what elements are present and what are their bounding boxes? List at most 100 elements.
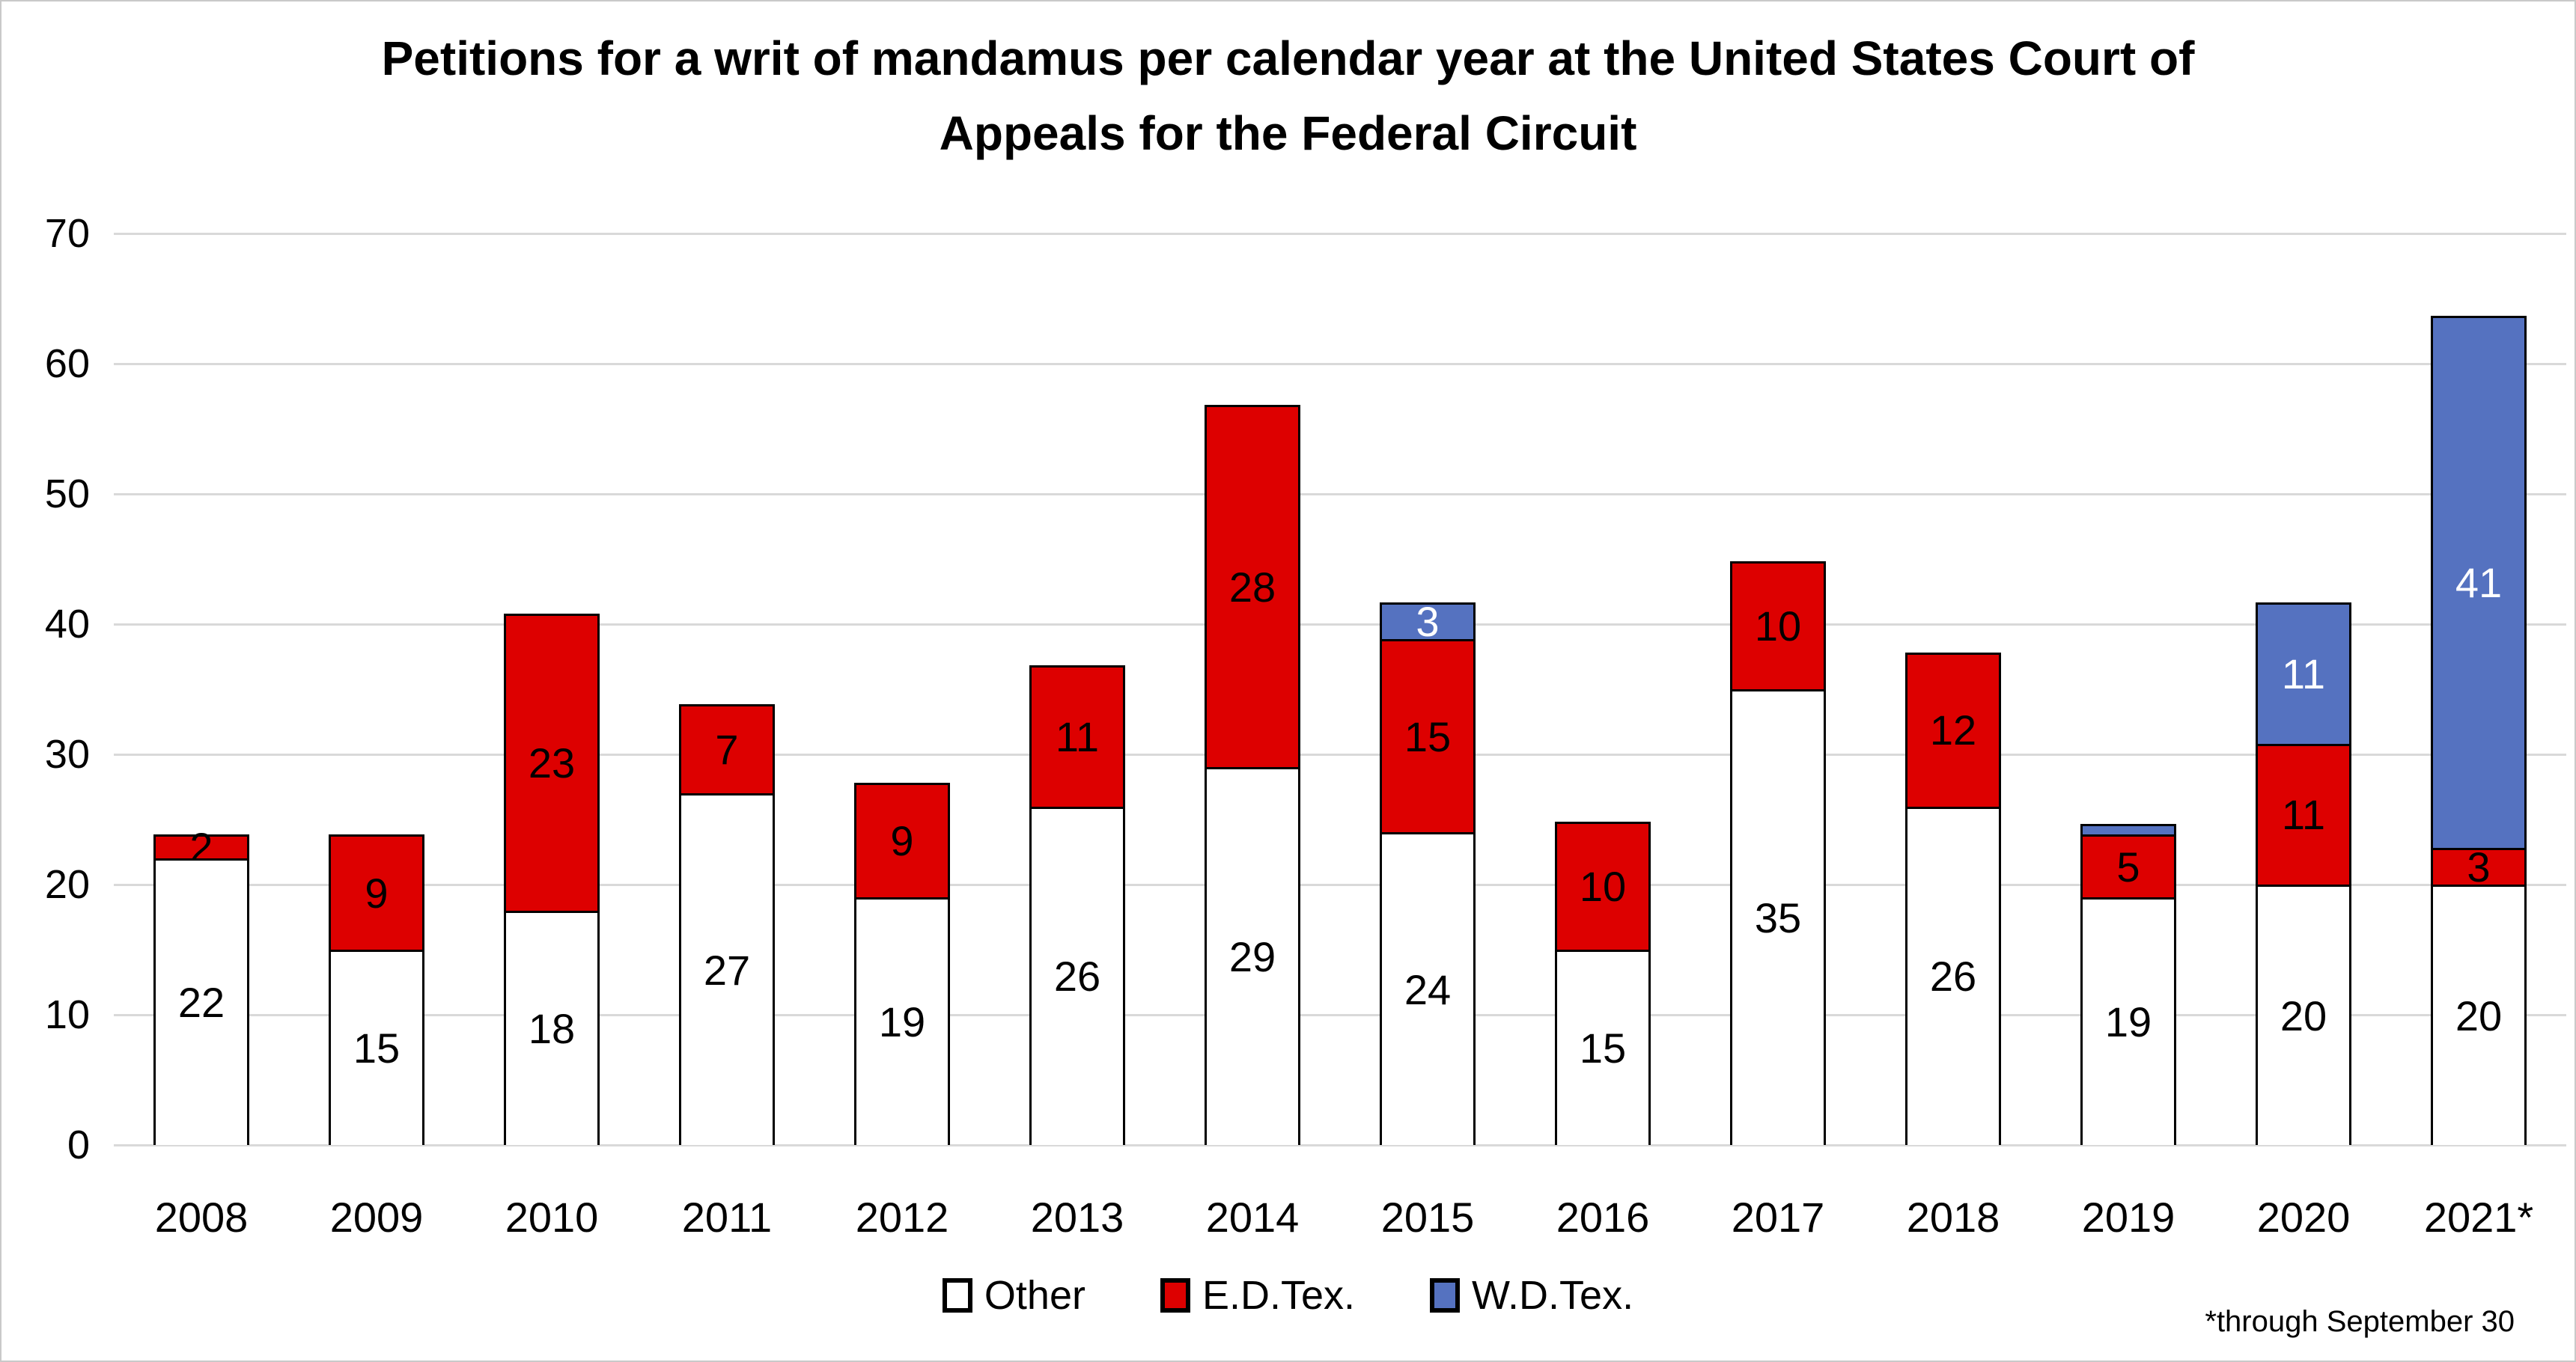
plot-area: 2 22 9 15 23 18 7 27 9 19 11 26 28 29 3 15 24 10 15 10 35 12 2…: [114, 232, 2566, 1146]
bar-segment-wdtex: 3: [1380, 601, 1476, 643]
bar-segment-edtex: 3: [2431, 846, 2527, 888]
y-tick-label-70: 70: [44, 211, 90, 256]
x-tick-label-2021: 2021*: [2423, 1194, 2534, 1241]
y-tick-label-60: 60: [44, 341, 90, 386]
bar-segment-other: 20: [2256, 885, 2351, 1145]
bar-segment-edtex: 5: [2080, 834, 2176, 900]
x-tick-label-2015: 2015: [1380, 1194, 1475, 1241]
x-tick-label-2012: 2012: [855, 1194, 949, 1241]
legend-swatch-edtex: [1160, 1278, 1190, 1313]
bar-segment-other: 27: [679, 793, 775, 1145]
x-tick-label-2011: 2011: [681, 1194, 773, 1241]
bar-stack-2016: 10 15: [1555, 822, 1651, 1145]
legend-item-edtex: E.D.Tex.: [1160, 1272, 1355, 1319]
bar-segment-edtex: 11: [1029, 665, 1125, 809]
legend-label-other: Other: [984, 1273, 1085, 1318]
x-tick-label-2019: 2019: [2081, 1194, 2175, 1241]
x-tick-label-2008: 2008: [154, 1194, 249, 1241]
bar-column-2009: 9 15: [289, 233, 464, 1145]
x-tick-label-2010: 2010: [505, 1194, 599, 1241]
bar-stack-2009: 9 15: [329, 834, 424, 1145]
x-tick-label-2014: 2014: [1205, 1194, 1300, 1241]
bar-stack-2014: 28 29: [1205, 405, 1300, 1145]
bar-segment-wdtex: 41: [2431, 316, 2527, 850]
bar-column-2021: 41 3 20: [2391, 233, 2566, 1145]
bar-column-2014: 28 29: [1165, 233, 1340, 1145]
bar-segment-other: 18: [504, 910, 600, 1145]
bar-column-2015: 3 15 24: [1340, 233, 1515, 1145]
y-tick-label-20: 20: [44, 862, 90, 907]
y-tick-label-0: 0: [67, 1123, 90, 1167]
bar-segment-other: 15: [329, 950, 424, 1145]
gridline-70: [114, 232, 2566, 235]
bar-segment-other: 26: [1905, 806, 2001, 1145]
bar-column-2018: 12 26: [1866, 233, 2041, 1145]
legend-swatch-other: [942, 1278, 972, 1313]
bar-column-2011: 7 27: [639, 233, 814, 1145]
bar-stack-2020: 11 11 20: [2256, 602, 2351, 1145]
legend-item-other: Other: [942, 1272, 1085, 1319]
bar-stack-2010: 23 18: [504, 613, 600, 1145]
bar-segment-edtex: 11: [2256, 743, 2351, 887]
gridline-20: [114, 883, 2566, 886]
bars: 2 22 9 15 23 18 7 27 9 19 11 26 28 29 3 15 24 10 15 10 35 12 2…: [114, 233, 2566, 1145]
y-tick-label-40: 40: [44, 602, 90, 647]
y-tick-label-10: 10: [44, 992, 90, 1037]
bar-stack-2012: 9 19: [854, 782, 950, 1145]
bar-stack-2015: 3 15 24: [1380, 601, 1476, 1145]
bar-segment-edtex: 12: [1905, 652, 2001, 809]
bar-segment-edtex: 9: [854, 782, 950, 900]
bar-stack-2017: 10 35: [1730, 561, 1826, 1145]
bar-segment-edtex: 28: [1205, 405, 1300, 770]
x-tick-label-2009: 2009: [329, 1194, 424, 1241]
gridline-10: [114, 1013, 2566, 1016]
bar-segment-edtex: 15: [1380, 639, 1476, 835]
gridline-50: [114, 492, 2566, 495]
x-tick-label-2013: 2013: [1030, 1194, 1124, 1241]
x-tick-label-2017: 2017: [1731, 1194, 1825, 1241]
bar-stack-2011: 7 27: [679, 704, 775, 1145]
x-tick-label-2016: 2016: [1556, 1194, 1650, 1241]
legend-label-wdtex: W.D.Tex.: [1472, 1273, 1634, 1318]
bar-segment-other: 15: [1555, 950, 1651, 1145]
bar-stack-2008: 2 22: [153, 826, 249, 1145]
bar-segment-edtex: 2: [153, 826, 249, 868]
gridline-0: [114, 1143, 2566, 1146]
bar-stack-2018: 12 26: [1905, 652, 2001, 1145]
footnote: *through September 30: [2205, 1305, 2515, 1338]
legend-swatch-wdtex: [1430, 1278, 1461, 1313]
chart-title-line-2: Appeals for the Federal Circuit: [939, 106, 1637, 160]
bar-segment-other: 29: [1205, 767, 1300, 1145]
bar-segment-edtex: 9: [329, 834, 424, 952]
x-tick-label-2018: 2018: [1906, 1194, 2000, 1241]
bar-segment-other: 35: [1730, 689, 1826, 1145]
chart-title: Petitions for a writ of mandamus per cal…: [1, 21, 2575, 171]
bar-segment-other: 19: [854, 897, 950, 1145]
bar-column-2019: 5 19: [2041, 233, 2216, 1145]
legend-label-edtex: E.D.Tex.: [1202, 1273, 1356, 1318]
bar-column-2020: 11 11 20: [2216, 233, 2391, 1145]
bar-segment-other: 19: [2080, 897, 2176, 1145]
chart-title-line-1: Petitions for a writ of mandamus per cal…: [381, 31, 2195, 85]
bar-segment-edtex: 10: [1730, 561, 1826, 691]
bar-segment-other: 22: [153, 858, 249, 1145]
bar-segment-other: 20: [2431, 885, 2527, 1145]
y-tick-label-30: 30: [44, 732, 90, 777]
bar-column-2012: 9 19: [814, 233, 990, 1145]
gridline-30: [114, 753, 2566, 756]
gridline-40: [114, 623, 2566, 626]
bar-segment-wdtex: 11: [2256, 602, 2351, 746]
y-axis: 0 10 20 30 40 50 60 70: [1, 213, 90, 1165]
bar-stack-2021: 41 3 20: [2431, 316, 2527, 1145]
bar-segment-edtex: 23: [504, 613, 600, 913]
x-axis: 2008 2009 2010 2011 2012 2013 2014 2015 2016 2017…: [114, 1193, 2566, 1242]
legend-item-wdtex: W.D.Tex.: [1430, 1272, 1633, 1319]
bar-stack-2019: 5 19: [2080, 824, 2176, 1145]
bar-column-2017: 10 35: [1690, 233, 1866, 1145]
bar-segment-edtex: 7: [679, 704, 775, 796]
bar-segment-edtex: 10: [1555, 822, 1651, 952]
y-tick-label-50: 50: [44, 471, 90, 516]
bar-column-2010: 23 18: [464, 233, 639, 1145]
legend: Other E.D.Tex. W.D.Tex.: [1, 1272, 2575, 1319]
gridline-60: [114, 362, 2566, 365]
